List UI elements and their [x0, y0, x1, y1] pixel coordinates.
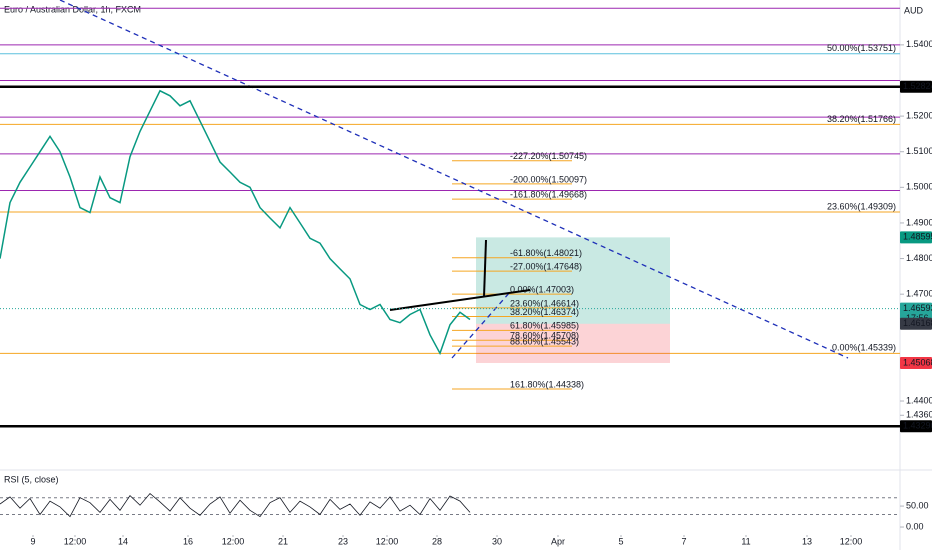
- x-tick-label: 14: [118, 536, 128, 546]
- x-tick-label: Apr: [551, 536, 565, 546]
- price-tag: [900, 317, 932, 330]
- rsi-line: [0, 492, 471, 518]
- fib-label: -161.80%(1.49668): [510, 190, 587, 200]
- x-tick-label: 12:00: [64, 536, 87, 546]
- price-tag-label: 1.52824: [903, 81, 932, 91]
- y-tick-label: 1.43600: [906, 410, 932, 420]
- fib-label: -27.00%(1.47648): [510, 261, 582, 271]
- x-tick-label: 12:00: [376, 536, 399, 546]
- price-line: [0, 89, 471, 356]
- price-tag: [900, 80, 932, 93]
- fib-label: 0.00%(1.47003): [510, 284, 574, 294]
- price-tag-label: 1.43290: [903, 421, 932, 431]
- x-tick-label: 5: [618, 536, 623, 546]
- chart-title: Euro / Australian Dollar, 1h, FXCM: [4, 4, 141, 14]
- x-tick-label: 11: [741, 536, 750, 546]
- x-tick-label: 13: [802, 536, 812, 546]
- fib-label: -200.00%(1.50097): [510, 174, 587, 184]
- x-tick-label: 23: [338, 536, 348, 546]
- price-tag-label: 1.46168: [903, 318, 932, 328]
- x-tick-label: 28: [432, 536, 442, 546]
- fib-label: 88.60%(1.45543): [510, 336, 579, 346]
- y-tick-label: 1.49000: [906, 217, 932, 227]
- y-tick-label: 1.48000: [906, 253, 932, 263]
- x-tick-label: 7: [681, 536, 686, 546]
- price-tag: [900, 420, 932, 433]
- y-tick-label: 0.00: [906, 521, 924, 531]
- fib-label: 161.80%(1.44338): [510, 379, 584, 389]
- price-tag-label: 1.46593: [903, 303, 932, 313]
- x-tick-label: 21: [278, 536, 288, 546]
- fib-label: 78.60%(1.45708): [510, 331, 579, 341]
- fib-label: 23.60%(1.46614): [510, 298, 579, 308]
- rsi-title: RSI (5, close): [4, 474, 59, 484]
- y-tick-label: 50.00: [906, 500, 929, 510]
- fib-label: -227.20%(1.50745): [510, 151, 587, 161]
- x-tick-label: 12:00: [222, 536, 245, 546]
- price-tag-label: 1.45068: [903, 357, 932, 367]
- trend-line: [483, 239, 487, 298]
- trend-line: [389, 289, 531, 311]
- y-tick-label: 1.54000: [906, 39, 932, 49]
- x-tick-label: 30: [492, 536, 502, 546]
- fib-label: 0.00%(1.45339): [832, 343, 896, 353]
- fib-label: 23.60%(1.49309): [827, 201, 896, 211]
- x-tick-label: 9: [30, 536, 35, 546]
- price-tag: [900, 356, 932, 369]
- currency: AUD: [904, 5, 924, 15]
- fib-label: 50.00%(1.53751): [827, 43, 896, 53]
- fib-label: 38.20%(1.46374): [510, 307, 579, 317]
- x-tick-label: 16: [183, 536, 193, 546]
- trend-line: [451, 291, 511, 359]
- y-tick-label: 1.44000: [906, 395, 932, 405]
- y-tick-label: 1.47000: [906, 289, 932, 299]
- fib-label: -61.80%(1.48021): [510, 248, 582, 258]
- profit-zone: [476, 237, 670, 324]
- price-tag-label: 1.48595: [903, 232, 932, 242]
- y-tick-label: 1.50000: [906, 182, 932, 192]
- fib-label: 61.80%(1.45985): [510, 321, 579, 331]
- x-tick-label: 12:00: [840, 536, 863, 546]
- trend-line: [59, 0, 849, 359]
- price-tag: [900, 231, 932, 244]
- y-tick-label: 1.51000: [906, 146, 932, 156]
- y-tick-label: 1.52000: [906, 110, 932, 120]
- fib-label: 38.20%(1.51766): [827, 114, 896, 124]
